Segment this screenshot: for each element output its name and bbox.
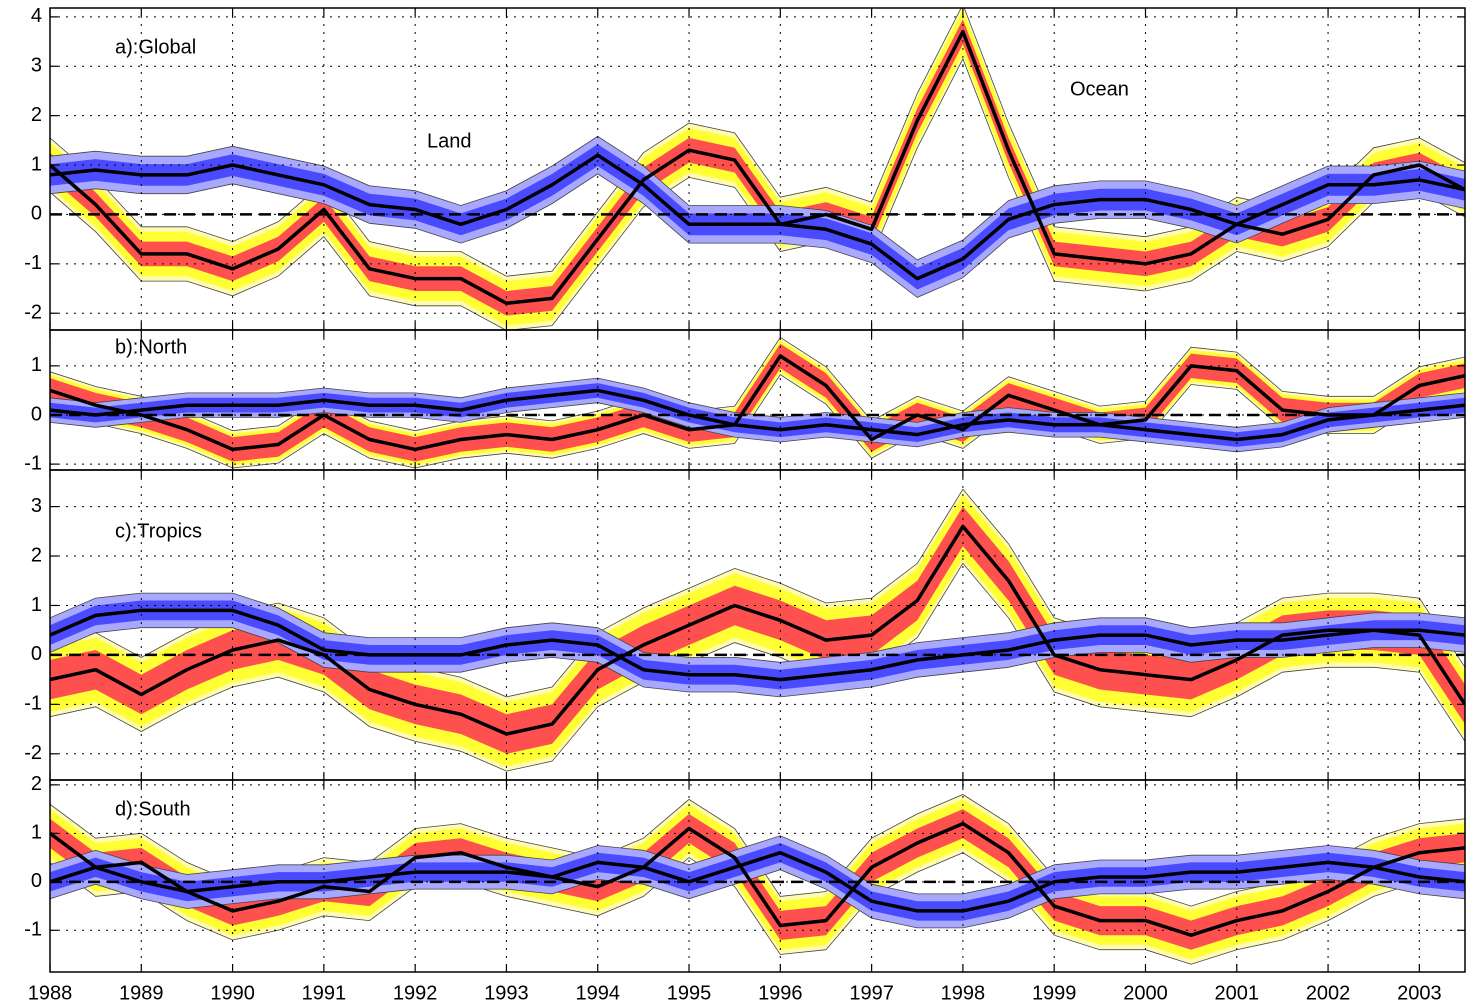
y-tick-label: 0: [31, 203, 42, 225]
y-tick-label: 0: [31, 643, 42, 665]
series-line: [50, 354, 1465, 452]
panel-label: c):Tropics: [115, 520, 202, 542]
y-tick-label: 3: [31, 55, 42, 77]
panel: [50, 8, 1465, 330]
series-line: [50, 153, 1465, 281]
uncertainty-band: [50, 809, 1465, 950]
y-tick-label: 1: [31, 822, 42, 844]
x-tick-label: 1991: [302, 982, 347, 1004]
uncertainty-band: [50, 506, 1465, 754]
y-tick-label: 1: [31, 354, 42, 376]
uncertainty-band: [50, 9, 1465, 326]
uncertainty-band: [50, 835, 1465, 929]
panel: [50, 336, 1465, 469]
series-line: [50, 524, 1465, 736]
y-tick-label: 1: [31, 594, 42, 616]
y-tick-label: -2: [24, 742, 42, 764]
x-tick-label: 1999: [1032, 982, 1077, 1004]
y-tick-label: 0: [31, 870, 42, 892]
y-tick-label: -1: [24, 252, 42, 274]
panel: [50, 794, 1465, 965]
uncertainty-band: [50, 144, 1465, 290]
x-tick-label: 1994: [575, 982, 620, 1004]
series-line: [50, 821, 1465, 937]
panel: [50, 488, 1465, 772]
uncertainty-band: [50, 592, 1465, 698]
panel-label: a):Global: [115, 36, 196, 58]
x-tick-label: 2000: [1123, 982, 1168, 1004]
x-tick-label: 1990: [210, 982, 255, 1004]
x-tick-label: 1997: [849, 982, 894, 1004]
y-tick-label: 2: [31, 773, 42, 795]
axes-frame: [49, 779, 1466, 973]
x-tick-label: 1996: [758, 982, 803, 1004]
series-line: [50, 29, 1465, 306]
y-tick-label: -1: [24, 452, 42, 474]
x-tick-label: 1993: [484, 982, 529, 1004]
y-tick-label: -1: [24, 693, 42, 715]
x-tick-label: 1992: [393, 982, 438, 1004]
y-tick-label: 1: [31, 153, 42, 175]
y-tick-label: 2: [31, 544, 42, 566]
panel-label: b):North: [115, 336, 187, 358]
series-line: [50, 388, 1465, 442]
series-line: [50, 608, 1465, 682]
y-tick-label: 4: [31, 5, 42, 27]
x-tick-label: 2003: [1397, 982, 1442, 1004]
y-tick-label: 2: [31, 104, 42, 126]
x-tick-label: 2001: [1215, 982, 1260, 1004]
y-tick-label: 0: [31, 403, 42, 425]
y-tick-label: -2: [24, 301, 42, 323]
uncertainty-band: [50, 383, 1465, 447]
series-label: Ocean: [1070, 78, 1129, 100]
series-label: Land: [427, 130, 472, 152]
x-tick-label: 1998: [941, 982, 986, 1004]
x-tick-label: 2002: [1306, 982, 1351, 1004]
y-tick-label: 3: [31, 495, 42, 517]
x-tick-label: 1989: [119, 982, 164, 1004]
x-tick-label: 1995: [667, 982, 712, 1004]
x-tick-label: 1988: [28, 982, 73, 1004]
panel-label: d):South: [115, 798, 191, 820]
y-tick-label: -1: [24, 919, 42, 941]
